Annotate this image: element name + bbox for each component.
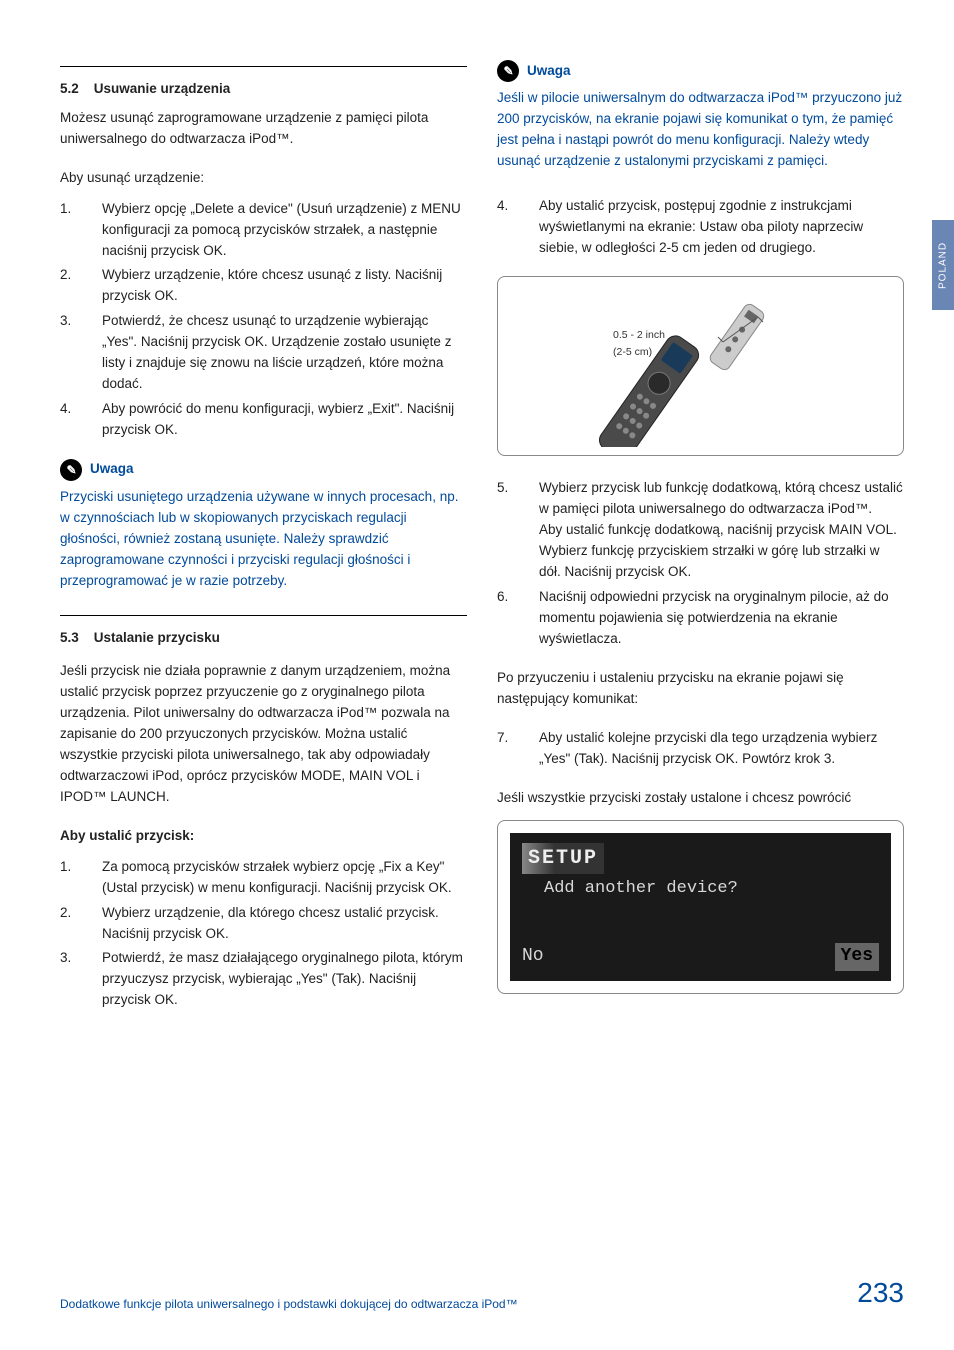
note-title: Uwaga xyxy=(90,459,134,480)
note-title: Uwaga xyxy=(527,61,571,82)
step-num: 4. xyxy=(60,399,102,441)
step-text: Aby ustalić kolejne przyciski dla tego u… xyxy=(539,728,904,770)
note-heading: ✎ Uwaga xyxy=(60,459,467,481)
footer-text: Dodatkowe funkcje pilota uniwersalnego i… xyxy=(60,1295,518,1314)
step-text: Wybierz urządzenie, które chcesz usunąć … xyxy=(102,265,467,307)
note-icon: ✎ xyxy=(60,459,82,481)
lcd-options: No Yes xyxy=(522,903,879,971)
step-text: Naciśnij odpowiedni przycisk na oryginal… xyxy=(539,587,904,650)
section-num: 5.3 xyxy=(60,628,90,649)
step-text: Wybierz urządzenie, dla którego chcesz u… xyxy=(102,903,467,945)
step-num: 7. xyxy=(497,728,539,770)
step-num: 5. xyxy=(497,478,539,583)
step-text: Aby powrócić do menu konfiguracji, wybie… xyxy=(102,399,467,441)
step-text: Wybierz opcję „Delete a device" (Usuń ur… xyxy=(102,199,467,262)
lcd-screen: SETUP Add another device? No Yes xyxy=(510,833,891,980)
step-text: Potwierdź, że masz działającego oryginal… xyxy=(102,948,467,1011)
step-text: Potwierdź, że chcesz usunąć to urządzeni… xyxy=(102,311,467,395)
section-title: Usuwanie urządzenia xyxy=(94,81,231,96)
page-columns: 5.2 Usuwanie urządzenia Możesz usunąć za… xyxy=(60,60,904,1029)
steps-lead-bold: Aby ustalić przycisk: xyxy=(60,826,467,847)
step-num: 2. xyxy=(60,903,102,945)
section-num: 5.2 xyxy=(60,79,90,100)
lcd-question: Add another device? xyxy=(522,874,879,902)
lcd-yes: Yes xyxy=(835,943,879,971)
section-rule xyxy=(60,66,467,67)
step-num: 2. xyxy=(60,265,102,307)
lcd-figure: SETUP Add another device? No Yes xyxy=(497,820,904,993)
note-body: Jeśli w pilocie uniwersalnym do odtwarza… xyxy=(497,88,904,172)
section-5-2-heading: 5.2 Usuwanie urządzenia xyxy=(60,79,467,100)
steps-list-5-3: 1.Za pomocą przycisków strzałek wybierz … xyxy=(60,857,467,1011)
step-num: 1. xyxy=(60,199,102,262)
note-heading: ✎ Uwaga xyxy=(497,60,904,82)
lcd-title: SETUP xyxy=(522,843,879,874)
page-footer: Dodatkowe funkcje pilota uniwersalnego i… xyxy=(60,1271,904,1314)
language-tab: POLAND xyxy=(932,220,954,310)
figure-label-inch: 0.5 - 2 inch xyxy=(613,327,665,343)
note-body: Przyciski usuniętego urządzenia używane … xyxy=(60,487,467,592)
post-paragraph: Po przyuczeniu i ustaleniu przycisku na … xyxy=(497,668,904,710)
figure-label-cm: (2-5 cm) xyxy=(613,344,665,360)
left-column: 5.2 Usuwanie urządzenia Możesz usunąć za… xyxy=(60,60,467,1029)
step-text: Aby ustalić przycisk, postępuj zgodnie z… xyxy=(539,196,904,259)
lcd-title-text: SETUP xyxy=(522,843,604,874)
section-intro: Możesz usunąć zaprogramowane urządzenie … xyxy=(60,108,467,150)
steps-list-5-2: 1.Wybierz opcję „Delete a device" (Usuń … xyxy=(60,199,467,441)
section-rule xyxy=(60,615,467,616)
remote-illustration xyxy=(508,287,893,447)
step-text: Wybierz przycisk lub funkcję dodatkową, … xyxy=(539,478,904,583)
right-column: ✎ Uwaga Jeśli w pilocie uniwersalnym do … xyxy=(497,60,904,1029)
step-4: 4.Aby ustalić przycisk, postępuj zgodnie… xyxy=(497,196,904,259)
remote-figure: 0.5 - 2 inch (2-5 cm) xyxy=(497,276,904,456)
steps-5-6: 5.Wybierz przycisk lub funkcję dodatkową… xyxy=(497,478,904,649)
final-line: Jeśli wszystkie przyciski zostały ustalo… xyxy=(497,788,904,809)
step-7: 7.Aby ustalić kolejne przyciski dla tego… xyxy=(497,728,904,770)
note-icon: ✎ xyxy=(497,60,519,82)
step-num: 4. xyxy=(497,196,539,259)
step-num: 1. xyxy=(60,857,102,899)
lcd-no: No xyxy=(522,943,544,971)
step-num: 3. xyxy=(60,948,102,1011)
step-text: Za pomocą przycisków strzałek wybierz op… xyxy=(102,857,467,899)
section-5-3-heading: 5.3 Ustalanie przycisku xyxy=(60,628,467,649)
step-num: 6. xyxy=(497,587,539,650)
page-number: 233 xyxy=(857,1271,904,1314)
steps-lead: Aby usunąć urządzenie: xyxy=(60,168,467,189)
section-title: Ustalanie przycisku xyxy=(94,630,220,645)
figure-label: 0.5 - 2 inch (2-5 cm) xyxy=(613,327,665,360)
section-paragraph: Jeśli przycisk nie działa poprawnie z da… xyxy=(60,661,467,807)
step-num: 3. xyxy=(60,311,102,395)
